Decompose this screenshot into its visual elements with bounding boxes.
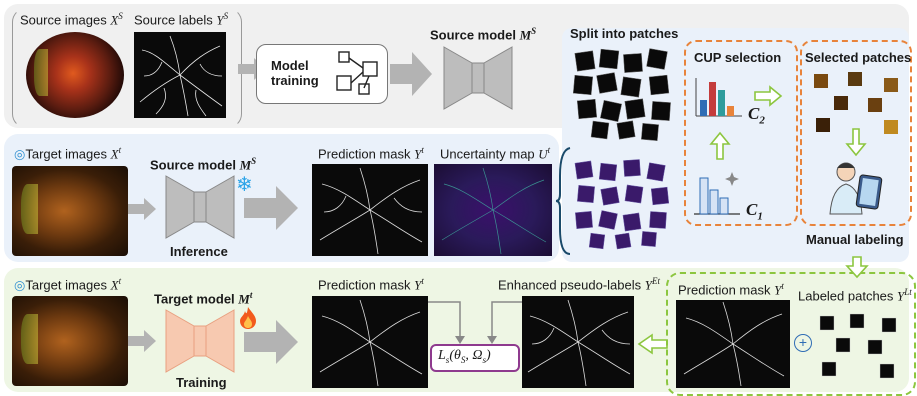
- vessel-tree: [139, 35, 223, 117]
- source-images-label: Source images XS: [20, 11, 123, 28]
- arrow-to-source-model-row2: [128, 198, 156, 220]
- prediction-patches-cluster: [572, 48, 671, 141]
- inference-label: Inference: [170, 244, 228, 259]
- cup-selection-box: [684, 40, 798, 226]
- target-images-label-row3: ◎Target images Xt: [14, 276, 122, 293]
- target-fundus-image-row3: [12, 296, 128, 386]
- fire-icon: [240, 307, 256, 329]
- source-model-icon-row2: [165, 175, 235, 239]
- cup-selection-label: CUP selection: [694, 50, 782, 65]
- vessel-tree: [527, 299, 631, 387]
- loss-connectors: [428, 301, 524, 344]
- model-training-box: Model training: [256, 44, 388, 104]
- source-fundus-image: [26, 32, 124, 118]
- brain-icon-small-row3: ◎: [14, 277, 26, 293]
- labeled-patches-thumbnails: [819, 313, 897, 379]
- target-images-label-row2: ◎Target images Xt: [14, 145, 122, 162]
- prediction-mask-image-row2: [312, 164, 428, 256]
- prediction-mask-label-row3: Prediction mask Yt: [318, 276, 424, 293]
- prediction-mask-image-row3: [312, 296, 428, 388]
- labeled-patches-label: Labeled patches YLt: [798, 287, 912, 304]
- split-into-patches-label: Split into patches: [570, 26, 679, 41]
- c2-label: C2: [748, 104, 765, 127]
- arrow-to-source-model: [390, 52, 432, 96]
- vessel-tree: [319, 167, 423, 255]
- split-bracket: [555, 147, 571, 255]
- manual-labeling-label: Manual labeling: [806, 232, 904, 247]
- target-model-label: Target model Mt: [154, 290, 253, 307]
- enhanced-pseudo-labels-image: [522, 296, 634, 388]
- arrow-manual-to-labeled: [845, 256, 869, 279]
- prediction-mask-image-box: [676, 300, 790, 388]
- selected-patches-box: [800, 40, 912, 226]
- model-training-label: Model training: [271, 58, 319, 88]
- target-model-icon: [165, 309, 235, 373]
- uncertainty-map-image: [434, 164, 552, 256]
- arrow-c1-to-c2: [709, 131, 731, 160]
- loss-formula: Ls(θS, Ωs): [438, 348, 491, 365]
- uncertainty-patches-cluster: [574, 159, 670, 250]
- source-model-label-row1: Source model MS: [430, 26, 537, 43]
- arrow-to-prediction-mask-row2: [244, 186, 298, 230]
- brain-icon-small: ◎: [14, 146, 26, 162]
- prediction-mask-label-row2: Prediction mask Yt: [318, 145, 424, 162]
- arrow-to-manual-labeling: [845, 128, 867, 157]
- doctor-labeling-icon: [829, 162, 883, 215]
- arrow-to-target-model: [128, 330, 156, 352]
- sparkles-icon: [725, 172, 739, 186]
- training-label: Training: [176, 375, 227, 390]
- labeled-patches-box: [666, 272, 916, 396]
- c1-bar-chart: [694, 172, 740, 215]
- selected-patches-thumbnails: [814, 72, 898, 134]
- target-fundus-image-row2: [12, 166, 128, 256]
- source-model-icon-row1: [443, 46, 513, 110]
- c2-bar-chart: [695, 78, 742, 117]
- arrow-to-enhanced: [637, 333, 668, 355]
- snowflake-icon: ❄: [236, 174, 253, 196]
- selected-patches-label: Selected patches: [805, 50, 912, 65]
- arrow-to-prediction-mask-row3: [244, 320, 298, 364]
- source-labels-label: Source labels YS: [134, 11, 229, 28]
- plus-symbol: +: [794, 334, 812, 352]
- uncertainty-map-label: Uncertainty map Ut: [440, 145, 551, 162]
- brain-icon: [336, 51, 378, 95]
- vessel-tree: [683, 301, 785, 387]
- uncertainty-vessels: [441, 167, 547, 255]
- source-label-mask: [134, 32, 226, 118]
- loss-box: [430, 344, 520, 372]
- vessel-tree: [319, 299, 423, 387]
- arrow-to-selected-patches: [754, 85, 783, 107]
- enhanced-pseudo-labels-label: Enhanced pseudo-labels YEt: [498, 276, 660, 293]
- source-model-label-row2: Source model MS: [150, 156, 257, 173]
- prediction-mask-label-box: Prediction mask Yt: [678, 281, 784, 298]
- c1-label: C1: [746, 200, 763, 223]
